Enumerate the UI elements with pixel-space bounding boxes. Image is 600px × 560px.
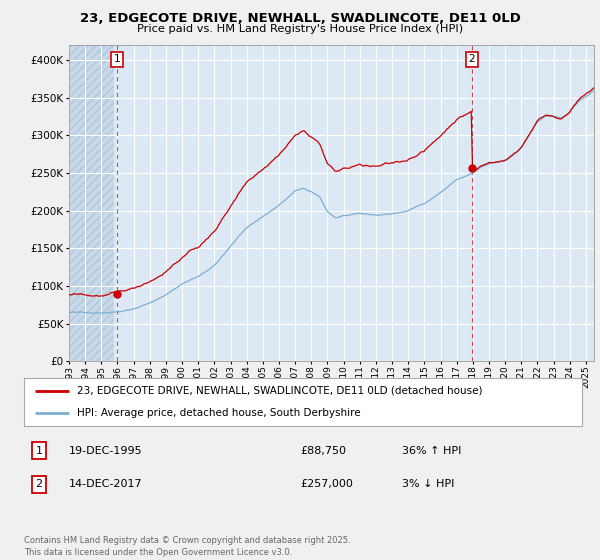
Text: 23, EDGECOTE DRIVE, NEWHALL, SWADLINCOTE, DE11 0LD (detached house): 23, EDGECOTE DRIVE, NEWHALL, SWADLINCOTE… xyxy=(77,386,482,396)
Text: 19-DEC-1995: 19-DEC-1995 xyxy=(69,446,143,456)
Text: 23, EDGECOTE DRIVE, NEWHALL, SWADLINCOTE, DE11 0LD: 23, EDGECOTE DRIVE, NEWHALL, SWADLINCOTE… xyxy=(80,12,520,25)
Text: £257,000: £257,000 xyxy=(300,479,353,489)
Text: 36% ↑ HPI: 36% ↑ HPI xyxy=(402,446,461,456)
Text: Contains HM Land Registry data © Crown copyright and database right 2025.
This d: Contains HM Land Registry data © Crown c… xyxy=(24,536,350,557)
Text: 2: 2 xyxy=(35,479,43,489)
Text: HPI: Average price, detached house, South Derbyshire: HPI: Average price, detached house, Sout… xyxy=(77,408,361,418)
Text: 14-DEC-2017: 14-DEC-2017 xyxy=(69,479,143,489)
Text: 2: 2 xyxy=(469,54,475,64)
Text: £88,750: £88,750 xyxy=(300,446,346,456)
Text: 1: 1 xyxy=(35,446,43,456)
Bar xyxy=(69,45,114,361)
Text: Price paid vs. HM Land Registry's House Price Index (HPI): Price paid vs. HM Land Registry's House … xyxy=(137,24,463,34)
Text: 1: 1 xyxy=(113,54,120,64)
Text: 3% ↓ HPI: 3% ↓ HPI xyxy=(402,479,454,489)
